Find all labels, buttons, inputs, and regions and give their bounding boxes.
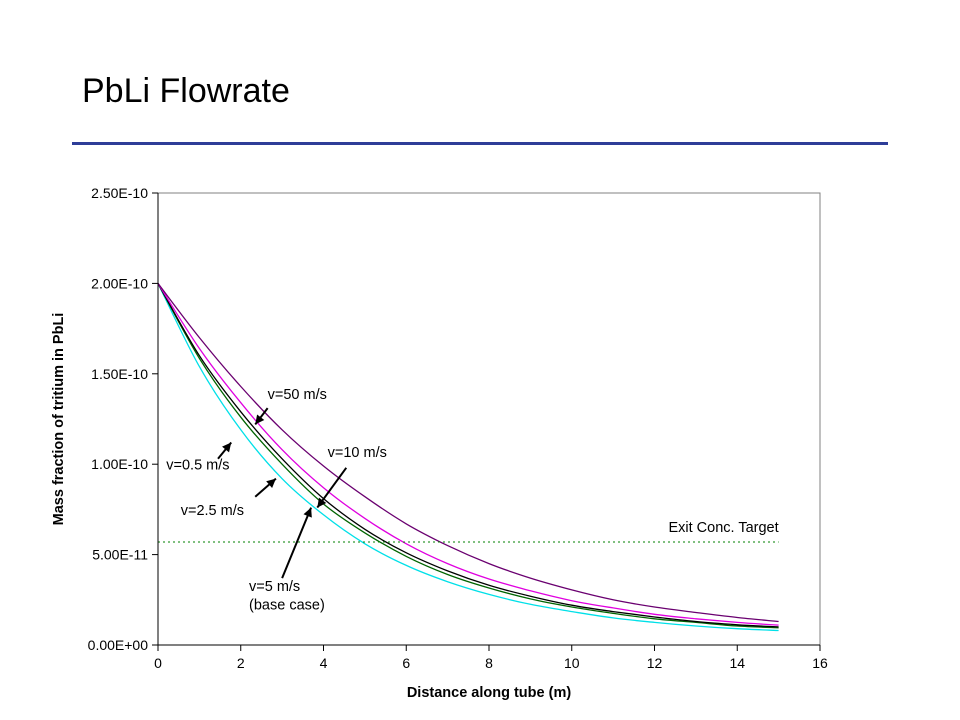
- title-rule: [72, 142, 888, 145]
- x-tick-label: 10: [564, 655, 580, 671]
- series-line-3: [157, 283, 779, 628]
- annotation-layer: v=50 m/s v=0.5 m/s v=10 m/s v=2.5 m/s v=5 m/…: [166, 387, 387, 614]
- annotation-arrow: [281, 507, 313, 579]
- series-layer: [157, 283, 779, 632]
- x-tick-label: 4: [320, 655, 328, 671]
- series-line-2: [157, 283, 779, 629]
- series-line-5: [157, 283, 779, 623]
- y-axis-label: Mass fraction of tritium in PbLi: [51, 313, 67, 526]
- x-axis-label: Distance along tube (m): [407, 685, 572, 701]
- y-tick-label: 2.00E-10: [91, 275, 148, 291]
- axes-layer: 0 2 4 6 8 10 12 14 16 0.00E+00 5.00E-11 1.00E-10 1.5…: [88, 185, 828, 671]
- series-annotation: v=0.5 m/s: [166, 458, 229, 474]
- series-line-4: [157, 283, 779, 626]
- x-tick-label: 14: [729, 655, 745, 671]
- arrow-head: [303, 507, 312, 518]
- x-tick-label: 16: [812, 655, 828, 671]
- series-annotation: v=10 m/s: [328, 445, 387, 461]
- y-tick-label: 1.50E-10: [91, 366, 148, 382]
- x-tick-label: 12: [647, 655, 663, 671]
- series-annotation: (base case): [249, 598, 325, 614]
- exit-target-label: Exit Conc. Target: [668, 520, 778, 536]
- y-tick-label: 5.00E-11: [92, 547, 148, 563]
- arrow-head: [255, 414, 265, 425]
- y-tick-label: 1.00E-10: [91, 456, 148, 472]
- arrow-head: [222, 442, 232, 453]
- x-tick-label: 6: [402, 655, 410, 671]
- x-tick-label: 8: [485, 655, 493, 671]
- series-annotation: v=50 m/s: [268, 387, 327, 403]
- slide-title: PbLi Flowrate: [82, 72, 290, 110]
- arrow-head: [266, 478, 276, 488]
- arrow-head: [317, 497, 327, 508]
- x-tick-label: 0: [154, 655, 162, 671]
- reference-layer: Exit Conc. Target: [158, 520, 779, 543]
- series-line-1: [157, 283, 779, 632]
- x-tick-label: 2: [237, 655, 245, 671]
- y-tick-label: 0.00E+00: [88, 637, 149, 653]
- series-annotation: v=2.5 m/s: [181, 503, 244, 519]
- plot-area: [157, 192, 821, 646]
- y-tick-label: 2.50E-10: [91, 185, 148, 201]
- series-annotation: v=5 m/s: [249, 579, 300, 595]
